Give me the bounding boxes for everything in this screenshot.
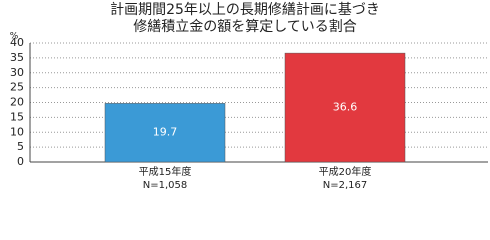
x-tick-label: 平成20年度 — [319, 165, 372, 178]
y-axis-label: % — [10, 32, 19, 42]
chart-title: 計画期間25年以上の長期修繕計画に基づき — [110, 1, 380, 18]
y-tick-label: 10 — [10, 125, 24, 138]
y-tick-label: 15 — [10, 110, 24, 123]
x-tick-label: N=2,167 — [323, 180, 368, 191]
y-tick-label: 5 — [17, 140, 24, 153]
chart: 計画期間25年以上の長期修繕計画に基づき 修繕積立金の額を算定している割合 % … — [10, 1, 488, 191]
chart-title: 修繕積立金の額を算定している割合 — [133, 18, 357, 35]
data-label: 36.6 — [333, 101, 358, 114]
data-label: 19.7 — [153, 126, 178, 139]
y-tick-label: 0 — [17, 155, 24, 168]
x-tick-label: 平成15年度 — [139, 165, 192, 178]
y-tick-label: 30 — [10, 66, 24, 79]
y-tick-label: 35 — [10, 51, 24, 64]
x-tick-label: N=1,058 — [143, 180, 188, 191]
bar — [284, 52, 406, 163]
bar — [104, 103, 226, 163]
y-tick-label: 20 — [10, 96, 24, 109]
y-tick-label: 25 — [10, 81, 24, 94]
y-tick-label: 40 — [10, 36, 24, 49]
